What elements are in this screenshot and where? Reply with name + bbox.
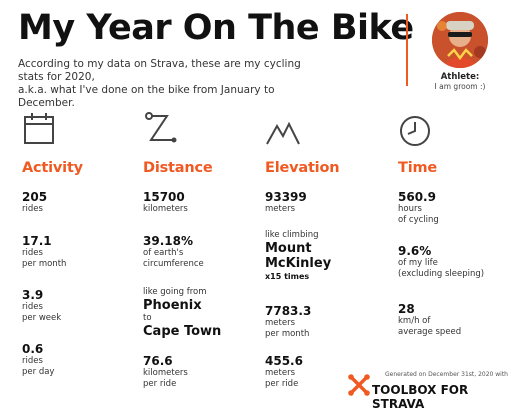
distance-earth: 39.18% of earth's circumference [143,234,204,269]
wrench-cross-icon [348,374,370,396]
activity-heading: Activity [22,160,83,176]
distance-comparison: like going from Phoenix to Cape Town [143,287,222,339]
distance-km: 15700 kilometers [143,190,188,214]
time-hours: 560.9 hours of cycling [398,190,439,225]
intro-line-1: According to my data on Strava, these ar… [18,58,301,83]
route-icon [145,112,177,143]
elevation-meters: 93399 meters [265,190,307,214]
elevation-comparison: like climbing Mount McKinley x15 times [265,230,332,281]
athlete-name: I am groom :) [434,82,486,91]
athlete-label: Athlete: [440,72,480,82]
distance-heading: Distance [143,160,213,176]
footer-brand[interactable]: TOOLBOX FOR STRAVA [372,383,469,411]
time-avg-speed: 28 km/h of average speed [398,302,462,337]
mountain-icon [266,121,300,145]
rides-per-week: 3.9 rides per week [22,288,62,323]
elevation-per-month: 7783.3 meters per month [265,304,312,339]
time-life: 9.6% of my life (excluding sleeping) [398,244,485,279]
elevation-heading: Elevation [265,160,340,176]
rides-total: 205 rides [22,190,48,214]
time-heading: Time [398,160,438,176]
athlete-avatar [432,12,488,68]
distance-per-ride: 76.6 kilometers per ride [143,354,188,389]
calendar-icon [24,113,54,144]
footer-generated: Generated on December 31st, 2020 with [385,371,508,378]
elevation-per-ride: 455.6 meters per ride [265,354,303,389]
intro-line-2: a.k.a. what I've done on the bike from J… [18,84,275,109]
rides-per-day: 0.6 rides per day [22,342,55,377]
rides-per-month: 17.1 rides per month [22,234,67,269]
header-divider [406,14,408,86]
page-title: My Year On The Bike [18,8,414,48]
clock-icon [400,116,430,146]
intro-text: According to my data on Strava, these ar… [18,58,318,110]
